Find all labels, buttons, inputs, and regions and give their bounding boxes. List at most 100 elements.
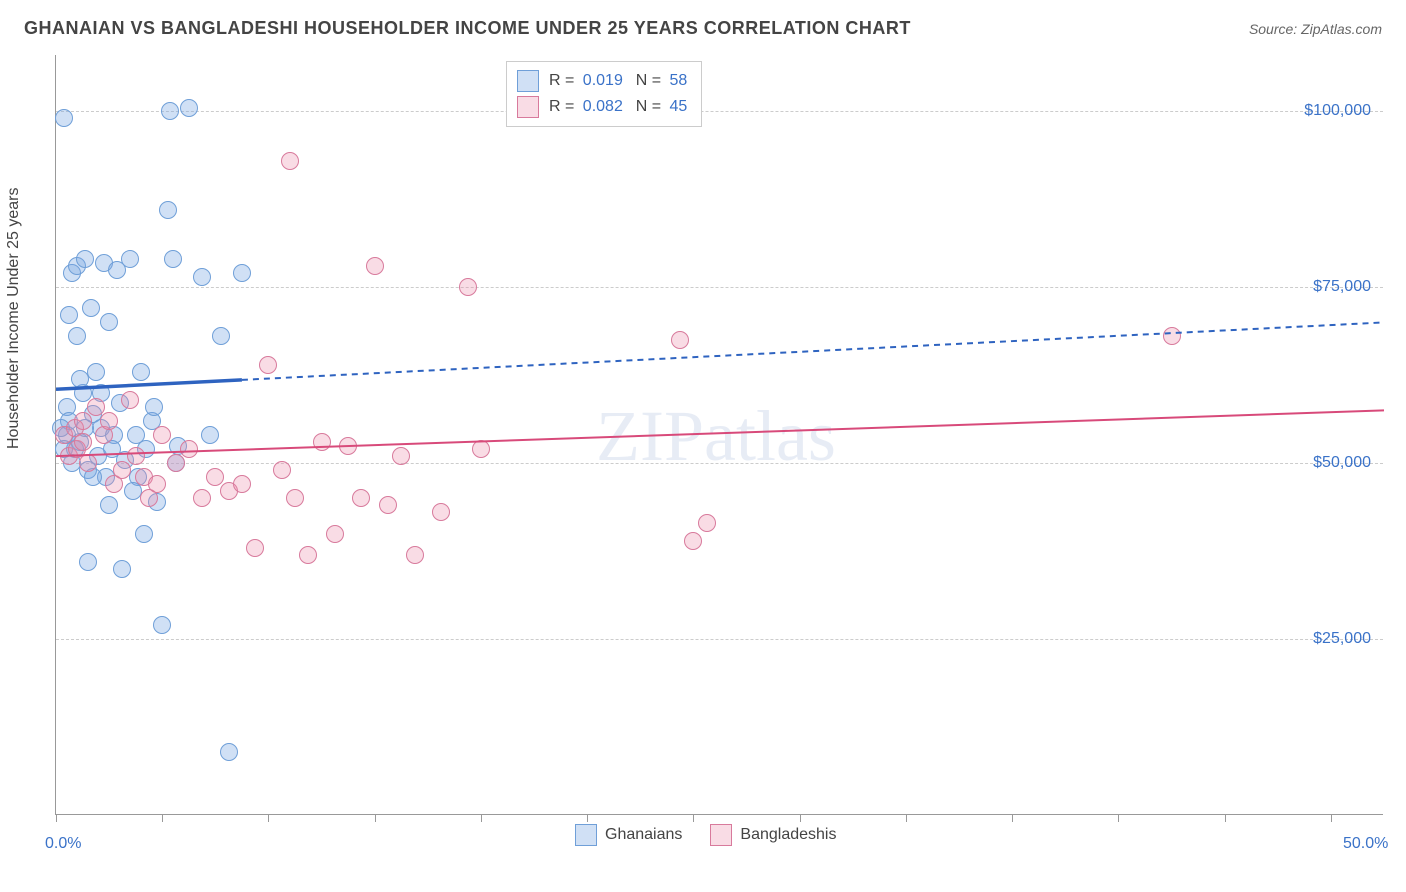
data-point: [71, 370, 89, 388]
data-point: [212, 327, 230, 345]
gridline: [56, 111, 1383, 112]
data-point: [339, 437, 357, 455]
data-point: [352, 489, 370, 507]
data-point: [79, 553, 97, 571]
source-credit: Source: ZipAtlas.com: [1249, 21, 1382, 37]
legend-row: R = 0.082 N = 45: [517, 94, 691, 120]
legend-series-name: Ghanaians: [605, 826, 682, 844]
data-point: [206, 468, 224, 486]
legend-stats: R = 0.082 N = 45: [549, 98, 691, 116]
data-point: [121, 391, 139, 409]
x-tick-mark: [481, 814, 482, 822]
legend-entry: Ghanaians: [575, 824, 682, 846]
data-point: [60, 306, 78, 324]
data-point: [406, 546, 424, 564]
y-tick-label: $100,000: [1304, 102, 1371, 120]
legend-swatch: [710, 824, 732, 846]
data-point: [379, 496, 397, 514]
legend-row: R = 0.019 N = 58: [517, 68, 691, 94]
x-axis-end-label: 50.0%: [1343, 835, 1388, 853]
data-point: [113, 461, 131, 479]
x-tick-mark: [1012, 814, 1013, 822]
data-point: [432, 503, 450, 521]
x-tick-mark: [693, 814, 694, 822]
data-point: [79, 454, 97, 472]
data-point: [153, 616, 171, 634]
data-point: [281, 152, 299, 170]
title-bar: GHANAIAN VS BANGLADESHI HOUSEHOLDER INCO…: [24, 18, 1382, 39]
data-point: [74, 412, 92, 430]
watermark: ZIPatlas: [596, 395, 836, 478]
data-point: [246, 539, 264, 557]
data-point: [233, 264, 251, 282]
data-point: [76, 250, 94, 268]
data-point: [55, 109, 73, 127]
plot-region: ZIPatlas $25,000$50,000$75,000$100,000R …: [55, 55, 1383, 815]
x-tick-mark: [1225, 814, 1226, 822]
y-tick-label: $25,000: [1313, 630, 1371, 648]
data-point: [671, 331, 689, 349]
data-point: [1163, 327, 1181, 345]
data-point: [259, 356, 277, 374]
data-point: [167, 454, 185, 472]
x-tick-mark: [1118, 814, 1119, 822]
data-point: [113, 560, 131, 578]
data-point: [180, 440, 198, 458]
data-point: [180, 99, 198, 117]
data-point: [100, 496, 118, 514]
y-axis-label: Householder Income Under 25 years: [5, 188, 23, 449]
data-point: [459, 278, 477, 296]
data-point: [82, 299, 100, 317]
data-point: [87, 363, 105, 381]
data-point: [273, 461, 291, 479]
data-point: [127, 447, 145, 465]
data-point: [87, 398, 105, 416]
data-point: [100, 412, 118, 430]
data-point: [121, 250, 139, 268]
data-point: [698, 514, 716, 532]
y-tick-label: $75,000: [1313, 278, 1371, 296]
data-point: [164, 250, 182, 268]
data-point: [220, 743, 238, 761]
legend-stats: R = 0.019 N = 58: [549, 72, 691, 90]
data-point: [233, 475, 251, 493]
x-tick-mark: [375, 814, 376, 822]
data-point: [159, 201, 177, 219]
x-tick-mark: [800, 814, 801, 822]
legend-swatch: [517, 70, 539, 92]
data-point: [299, 546, 317, 564]
data-point: [74, 433, 92, 451]
gridline: [56, 287, 1383, 288]
data-point: [193, 489, 211, 507]
x-tick-mark: [162, 814, 163, 822]
data-point: [392, 447, 410, 465]
legend-swatch: [517, 96, 539, 118]
gridline: [56, 639, 1383, 640]
data-point: [68, 327, 86, 345]
correlation-legend: R = 0.019 N = 58 R = 0.082 N = 45: [506, 61, 702, 127]
x-tick-mark: [268, 814, 269, 822]
data-point: [161, 102, 179, 120]
data-point: [135, 525, 153, 543]
x-tick-mark: [56, 814, 57, 822]
data-point: [472, 440, 490, 458]
data-point: [326, 525, 344, 543]
data-point: [684, 532, 702, 550]
x-tick-mark: [587, 814, 588, 822]
data-point: [132, 363, 150, 381]
x-axis-start-label: 0.0%: [45, 835, 81, 853]
data-point: [201, 426, 219, 444]
series-legend: Ghanaians Bangladeshis: [575, 824, 836, 846]
gridline: [56, 463, 1383, 464]
data-point: [286, 489, 304, 507]
data-point: [153, 426, 171, 444]
legend-series-name: Bangladeshis: [740, 826, 836, 844]
chart-title: GHANAIAN VS BANGLADESHI HOUSEHOLDER INCO…: [24, 18, 911, 39]
trend-lines: [56, 55, 1384, 815]
x-tick-mark: [1331, 814, 1332, 822]
data-point: [193, 268, 211, 286]
data-point: [100, 313, 118, 331]
x-tick-mark: [906, 814, 907, 822]
legend-swatch: [575, 824, 597, 846]
data-point: [366, 257, 384, 275]
